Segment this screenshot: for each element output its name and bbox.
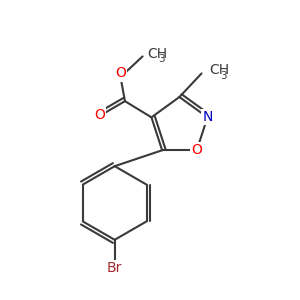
Text: 3: 3: [158, 54, 165, 64]
Text: 3: 3: [220, 71, 227, 81]
Text: Br: Br: [107, 261, 122, 275]
Text: O: O: [191, 143, 202, 157]
Text: N: N: [202, 110, 213, 124]
Text: CH: CH: [209, 64, 229, 77]
Text: O: O: [94, 108, 105, 122]
Text: CH: CH: [147, 47, 167, 61]
Text: O: O: [115, 67, 126, 80]
